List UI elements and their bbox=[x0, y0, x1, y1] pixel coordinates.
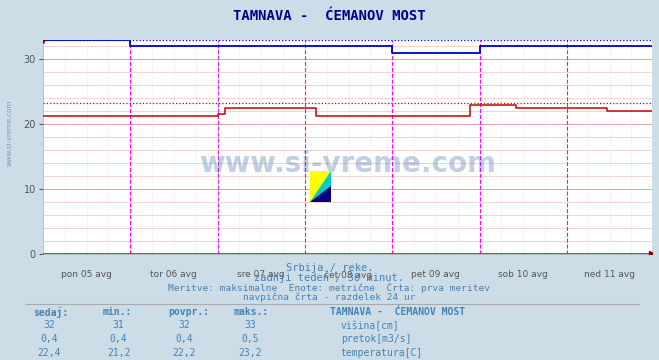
Text: TAMNAVA -  ĆEMANOV MOST: TAMNAVA - ĆEMANOV MOST bbox=[330, 307, 465, 317]
Text: 0,4: 0,4 bbox=[176, 334, 193, 344]
Text: pon 05 avg: pon 05 avg bbox=[61, 270, 112, 279]
Text: min.:: min.: bbox=[102, 307, 132, 317]
Text: temperatura[C]: temperatura[C] bbox=[341, 348, 423, 358]
Text: www.si-vreme.com: www.si-vreme.com bbox=[199, 150, 496, 178]
Text: 23,2: 23,2 bbox=[239, 348, 262, 358]
Text: 0,4: 0,4 bbox=[41, 334, 58, 344]
Text: maks.:: maks.: bbox=[234, 307, 269, 317]
Text: sre 07 avg: sre 07 avg bbox=[237, 270, 285, 279]
Text: 32: 32 bbox=[43, 320, 55, 330]
Text: ned 11 avg: ned 11 avg bbox=[584, 270, 635, 279]
Text: 0,4: 0,4 bbox=[110, 334, 127, 344]
Text: 0,5: 0,5 bbox=[242, 334, 259, 344]
Polygon shape bbox=[310, 171, 331, 202]
Text: čet 08 avg: čet 08 avg bbox=[324, 270, 372, 279]
Text: pretok[m3/s]: pretok[m3/s] bbox=[341, 334, 411, 344]
Text: 22,2: 22,2 bbox=[173, 348, 196, 358]
Text: višina[cm]: višina[cm] bbox=[341, 320, 399, 331]
Text: sob 10 avg: sob 10 avg bbox=[498, 270, 548, 279]
Text: 21,2: 21,2 bbox=[107, 348, 130, 358]
Text: navpična črta - razdelek 24 ur: navpična črta - razdelek 24 ur bbox=[243, 292, 416, 302]
Text: TAMNAVA -  ĆEMANOV MOST: TAMNAVA - ĆEMANOV MOST bbox=[233, 9, 426, 23]
Text: pet 09 avg: pet 09 avg bbox=[411, 270, 461, 279]
Polygon shape bbox=[310, 186, 331, 202]
Text: 33: 33 bbox=[244, 320, 256, 330]
Text: 22,4: 22,4 bbox=[38, 348, 61, 358]
Text: www.si-vreme.com: www.si-vreme.com bbox=[7, 100, 13, 166]
Text: Meritve: maksimalne  Enote: metrične  Črta: prva meritev: Meritve: maksimalne Enote: metrične Črta… bbox=[169, 283, 490, 293]
Text: povpr.:: povpr.: bbox=[168, 307, 209, 317]
Text: 31: 31 bbox=[113, 320, 125, 330]
Text: sedaj:: sedaj: bbox=[33, 307, 68, 318]
Text: zadnji teden / 30 minut.: zadnji teden / 30 minut. bbox=[254, 273, 405, 283]
Text: Srbija / reke.: Srbija / reke. bbox=[286, 263, 373, 273]
Text: tor 06 avg: tor 06 avg bbox=[150, 270, 197, 279]
Polygon shape bbox=[310, 171, 331, 202]
Text: 32: 32 bbox=[179, 320, 190, 330]
